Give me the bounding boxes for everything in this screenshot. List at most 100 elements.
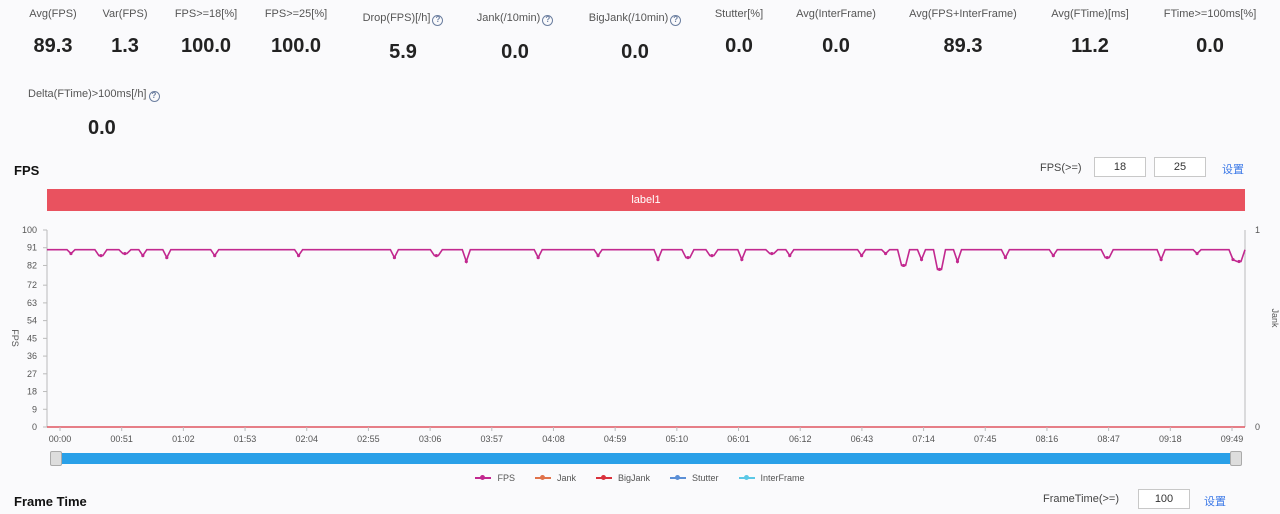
metric-12: Delta(FTime)>100ms[/h]? 0.0 bbox=[28, 84, 198, 140]
metric-label: Avg(FPS) bbox=[29, 8, 77, 20]
frametime-apply-button[interactable]: 设置 bbox=[1204, 496, 1226, 508]
fps-data-point bbox=[392, 255, 397, 260]
fps-data-point bbox=[434, 254, 438, 258]
y-tick-label: 9 bbox=[32, 404, 37, 414]
x-tick-label: 02:04 bbox=[295, 434, 318, 444]
fps-data-point bbox=[937, 267, 942, 271]
fps-data-point bbox=[1105, 255, 1109, 260]
fps-data-point bbox=[141, 254, 145, 258]
metric-label: Jank(/10min) bbox=[476, 12, 541, 24]
metric-value: 0.0 bbox=[621, 41, 649, 63]
metric-value: 0.0 bbox=[501, 41, 529, 63]
help-icon[interactable]: ? bbox=[432, 15, 444, 26]
x-tick-label: 09:18 bbox=[1159, 434, 1182, 444]
fps-data-point bbox=[596, 254, 600, 258]
metric-value: 0.0 bbox=[1196, 35, 1224, 57]
legend-item-jank[interactable]: Jank bbox=[534, 473, 576, 483]
fps-data-point bbox=[1003, 255, 1008, 260]
metric-value: 11.2 bbox=[1071, 35, 1109, 57]
x-tick-label: 07:45 bbox=[974, 434, 997, 444]
metric-label: FPS>=18[%] bbox=[174, 8, 238, 20]
x-tick-label: 02:55 bbox=[357, 434, 380, 444]
x-tick-label: 03:57 bbox=[481, 434, 504, 444]
x-tick-label: 00:51 bbox=[110, 434, 133, 444]
metric-3: FPS>=25[%] 100.0 bbox=[211, 8, 381, 58]
metric-9: Avg(FPS+InterFrame) 89.3 bbox=[878, 8, 1048, 58]
fps-threshold-label: FPS(>=) bbox=[1040, 162, 1082, 174]
x-tick-label: 09:49 bbox=[1221, 434, 1244, 444]
fps-series-line bbox=[47, 248, 1246, 271]
fps-data-point bbox=[1195, 252, 1199, 256]
legend-swatch-icon bbox=[738, 475, 755, 480]
metric-6: BigJank(/10min)? 0.0 bbox=[550, 8, 720, 64]
x-tick-label: 04:08 bbox=[542, 434, 565, 444]
x-tick-label: 01:53 bbox=[234, 434, 257, 444]
metric-label: Drop(FPS)[/h] bbox=[362, 12, 431, 24]
x-tick-label: 01:02 bbox=[172, 434, 195, 444]
zoom-slider-right-handle[interactable] bbox=[1230, 451, 1242, 466]
fps-data-point bbox=[123, 252, 127, 256]
fps-data-point bbox=[686, 255, 690, 260]
legend-swatch-icon bbox=[475, 475, 492, 480]
legend-item-fps[interactable]: FPS bbox=[475, 473, 515, 483]
metric-value: 0.0 bbox=[822, 35, 850, 57]
metric-8: Avg(InterFrame) 0.0 bbox=[751, 8, 921, 58]
metric-value: 0.0 bbox=[88, 117, 116, 139]
frametime-threshold-label: FrameTime(>=) bbox=[1043, 493, 1119, 505]
fps-data-point bbox=[901, 263, 906, 268]
fps-section-title: FPS bbox=[14, 163, 40, 178]
frametime-section-title: Frame Time bbox=[14, 494, 87, 509]
metric-value: 89.3 bbox=[33, 35, 73, 57]
legend-item-stutter[interactable]: Stutter bbox=[670, 473, 719, 483]
fps-data-point bbox=[710, 254, 714, 258]
legend-swatch-icon bbox=[670, 475, 687, 480]
zoom-slider-track[interactable] bbox=[52, 453, 1240, 464]
help-icon[interactable]: ? bbox=[148, 91, 160, 102]
label-bar[interactable]: label1 bbox=[47, 189, 1245, 211]
legend-swatch-icon bbox=[595, 475, 612, 480]
fps-data-point bbox=[884, 252, 888, 256]
fps-threshold-2-input[interactable] bbox=[1154, 157, 1206, 177]
fps-data-point bbox=[955, 259, 960, 264]
metric-value: 100.0 bbox=[180, 35, 232, 57]
x-tick-label: 06:01 bbox=[727, 434, 750, 444]
y-tick-label: 63 bbox=[27, 298, 37, 308]
metric-1: Var(FPS) 1.3 bbox=[40, 8, 210, 58]
chart-legend: FPS Jank BigJank Stutter InterFrame bbox=[0, 473, 1280, 483]
metric-label: Delta(FTime)>100ms[/h] bbox=[28, 88, 147, 100]
metric-label: Avg(FTime)[ms] bbox=[1051, 8, 1129, 20]
y-tick-label: 18 bbox=[27, 387, 37, 397]
fps-data-point bbox=[296, 254, 301, 258]
y-tick-label: 27 bbox=[27, 369, 37, 379]
x-tick-label: 06:12 bbox=[789, 434, 812, 444]
y2-tick-label: 1 bbox=[1255, 225, 1260, 235]
y-tick-label: 91 bbox=[27, 243, 37, 253]
fps-data-point bbox=[656, 257, 660, 262]
x-tick-label: 07:14 bbox=[912, 434, 935, 444]
fps-data-point bbox=[1231, 257, 1235, 262]
legend-item-interframe[interactable]: InterFrame bbox=[738, 473, 805, 483]
x-tick-label: 03:06 bbox=[419, 434, 442, 444]
y-tick-label: 36 bbox=[27, 351, 37, 361]
fps-apply-button[interactable]: 设置 bbox=[1222, 164, 1244, 176]
metric-label: Stutter[%] bbox=[714, 8, 764, 20]
fps-data-point bbox=[99, 254, 103, 258]
fps-data-point bbox=[536, 255, 540, 260]
y-axis-title: FPS bbox=[10, 329, 20, 347]
fps-data-point bbox=[1237, 259, 1241, 264]
fps-data-point bbox=[213, 254, 217, 258]
y-tick-label: 100 bbox=[22, 225, 37, 235]
legend-label: InterFrame bbox=[760, 473, 805, 483]
help-icon[interactable]: ? bbox=[542, 15, 554, 26]
fps-data-point bbox=[165, 255, 169, 260]
help-icon[interactable]: ? bbox=[670, 15, 682, 26]
fps-threshold-1-input[interactable] bbox=[1094, 157, 1146, 177]
frametime-threshold-input[interactable] bbox=[1138, 489, 1190, 509]
zoom-slider-left-handle[interactable] bbox=[50, 451, 62, 466]
metric-5: Jank(/10min)? 0.0 bbox=[430, 8, 600, 64]
y-tick-label: 82 bbox=[27, 260, 37, 270]
y-tick-label: 54 bbox=[27, 316, 37, 326]
metric-0: Avg(FPS) 89.3 bbox=[0, 8, 138, 58]
fps-data-point bbox=[1051, 254, 1055, 258]
legend-item-bigjank[interactable]: BigJank bbox=[595, 473, 650, 483]
